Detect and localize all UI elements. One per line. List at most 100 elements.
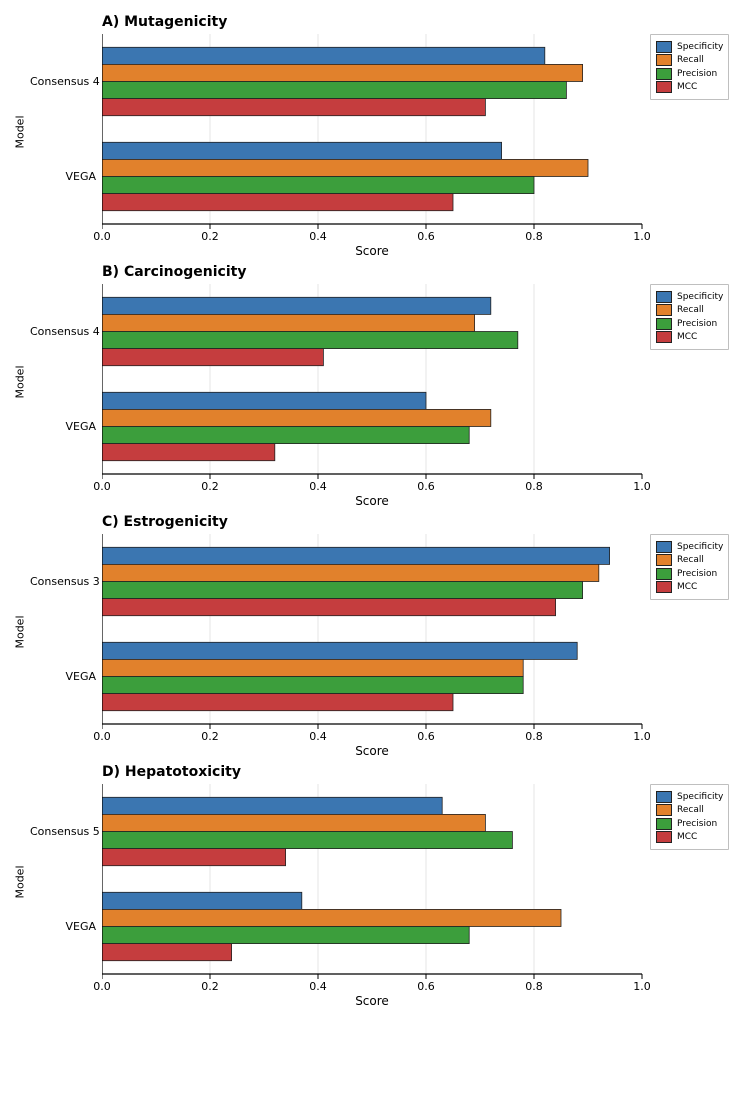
legend-label: MCC xyxy=(677,82,697,92)
legend: Specificity Recall Precision MCC xyxy=(650,784,729,850)
legend-item: Precision xyxy=(656,68,723,80)
x-tick-label: 0.2 xyxy=(201,480,219,493)
x-tick-label: 0.6 xyxy=(417,980,435,993)
legend-swatch-icon xyxy=(656,304,672,316)
bar-precision xyxy=(102,677,523,694)
x-tick-label: 1.0 xyxy=(633,730,651,743)
y-axis-label: Model xyxy=(14,865,27,898)
bar-recall xyxy=(102,64,583,81)
y-tick-label: Consensus 5 xyxy=(30,825,96,838)
legend-item: Specificity xyxy=(656,41,723,53)
chart-panel: D) Hepatotoxicity Model Consensus 5VEGA … xyxy=(10,764,728,1008)
legend-swatch-icon xyxy=(656,331,672,343)
x-tick-label: 0.4 xyxy=(309,480,327,493)
x-tick-label: 1.0 xyxy=(633,230,651,243)
bar-mcc xyxy=(102,349,323,366)
legend-label: Recall xyxy=(677,555,704,565)
legend-item: Specificity xyxy=(656,541,723,553)
legend-item: Specificity xyxy=(656,291,723,303)
bar-mcc xyxy=(102,194,453,211)
legend-swatch-icon xyxy=(656,804,672,816)
legend-item: Precision xyxy=(656,318,723,330)
panel-title: C) Estrogenicity xyxy=(102,514,728,530)
bar-precision xyxy=(102,177,534,194)
legend-swatch-icon xyxy=(656,68,672,80)
legend-label: MCC xyxy=(677,332,697,342)
chart-plot xyxy=(102,784,643,980)
legend-item: MCC xyxy=(656,581,723,593)
bar-mcc xyxy=(102,944,232,961)
x-tick-label: 1.0 xyxy=(633,480,651,493)
chart-panel: A) Mutagenicity Model Consensus 4 VEGA Sp… xyxy=(10,14,728,258)
bar-recall xyxy=(102,564,599,581)
bar-mcc xyxy=(102,849,286,866)
bar-mcc xyxy=(102,599,556,616)
legend-swatch-icon xyxy=(656,541,672,553)
legend-label: MCC xyxy=(677,582,697,592)
x-tick-label: 0.2 xyxy=(201,230,219,243)
x-tick-label: 0.8 xyxy=(525,480,543,493)
bar-mcc xyxy=(102,99,485,116)
y-axis-label: Model xyxy=(14,365,27,398)
legend-swatch-icon xyxy=(656,791,672,803)
bar-recall xyxy=(102,314,475,331)
legend-swatch-icon xyxy=(656,81,672,93)
legend-label: Precision xyxy=(677,69,717,79)
bar-specificity xyxy=(102,142,502,159)
x-tick-label: 0.8 xyxy=(525,980,543,993)
bar-specificity xyxy=(102,47,545,64)
x-tick-label: 0.0 xyxy=(93,980,111,993)
legend-label: Precision xyxy=(677,569,717,579)
legend-item: MCC xyxy=(656,331,723,343)
chart-plot xyxy=(102,284,643,480)
panel-title: B) Carcinogenicity xyxy=(102,264,728,280)
y-tick-label: Consensus 4 xyxy=(30,75,96,88)
legend-swatch-icon xyxy=(656,581,672,593)
x-tick-label: 0.2 xyxy=(201,730,219,743)
bar-precision xyxy=(102,832,512,849)
x-tick-label: 0.8 xyxy=(525,730,543,743)
legend-item: Precision xyxy=(656,818,723,830)
legend: Specificity Recall Precision MCC xyxy=(650,534,729,600)
legend-swatch-icon xyxy=(656,831,672,843)
x-tick-label: 0.0 xyxy=(93,730,111,743)
legend-item: Specificity xyxy=(656,791,723,803)
panel-title: A) Mutagenicity xyxy=(102,14,728,30)
bar-specificity xyxy=(102,892,302,909)
legend-item: MCC xyxy=(656,831,723,843)
x-tick-label: 0.8 xyxy=(525,230,543,243)
legend-swatch-icon xyxy=(656,291,672,303)
y-tick-label: VEGA xyxy=(30,420,96,433)
x-tick-label: 0.6 xyxy=(417,230,435,243)
chart-panel: B) Carcinogenicity Model Consensus 4VEGA… xyxy=(10,264,728,508)
y-tick-label: VEGA xyxy=(30,170,96,183)
x-tick-label: 0.6 xyxy=(417,480,435,493)
bar-recall xyxy=(102,909,561,926)
bar-recall xyxy=(102,409,491,426)
x-axis-label: Score xyxy=(102,994,642,1008)
bar-recall xyxy=(102,814,485,831)
y-tick-label: Consensus 3 xyxy=(30,575,96,588)
chart-plot xyxy=(102,34,643,230)
legend-item: Precision xyxy=(656,568,723,580)
legend-swatch-icon xyxy=(656,54,672,66)
chart-plot xyxy=(102,534,643,730)
legend-label: Recall xyxy=(677,305,704,315)
legend-label: MCC xyxy=(677,832,697,842)
x-tick-label: 0.4 xyxy=(309,230,327,243)
panel-title: D) Hepatotoxicity xyxy=(102,764,728,780)
bar-mcc xyxy=(102,694,453,711)
legend-label: Precision xyxy=(677,319,717,329)
bar-precision xyxy=(102,427,469,444)
bar-specificity xyxy=(102,797,442,814)
legend-swatch-icon xyxy=(656,41,672,53)
x-tick-label: 0.6 xyxy=(417,730,435,743)
bar-precision xyxy=(102,82,566,99)
bar-recall xyxy=(102,159,588,176)
legend-swatch-icon xyxy=(656,568,672,580)
y-axis-label: Model xyxy=(14,115,27,148)
bar-specificity xyxy=(102,642,577,659)
y-axis-label: Model xyxy=(14,615,27,648)
bar-precision xyxy=(102,582,583,599)
x-tick-label: 0.0 xyxy=(93,230,111,243)
